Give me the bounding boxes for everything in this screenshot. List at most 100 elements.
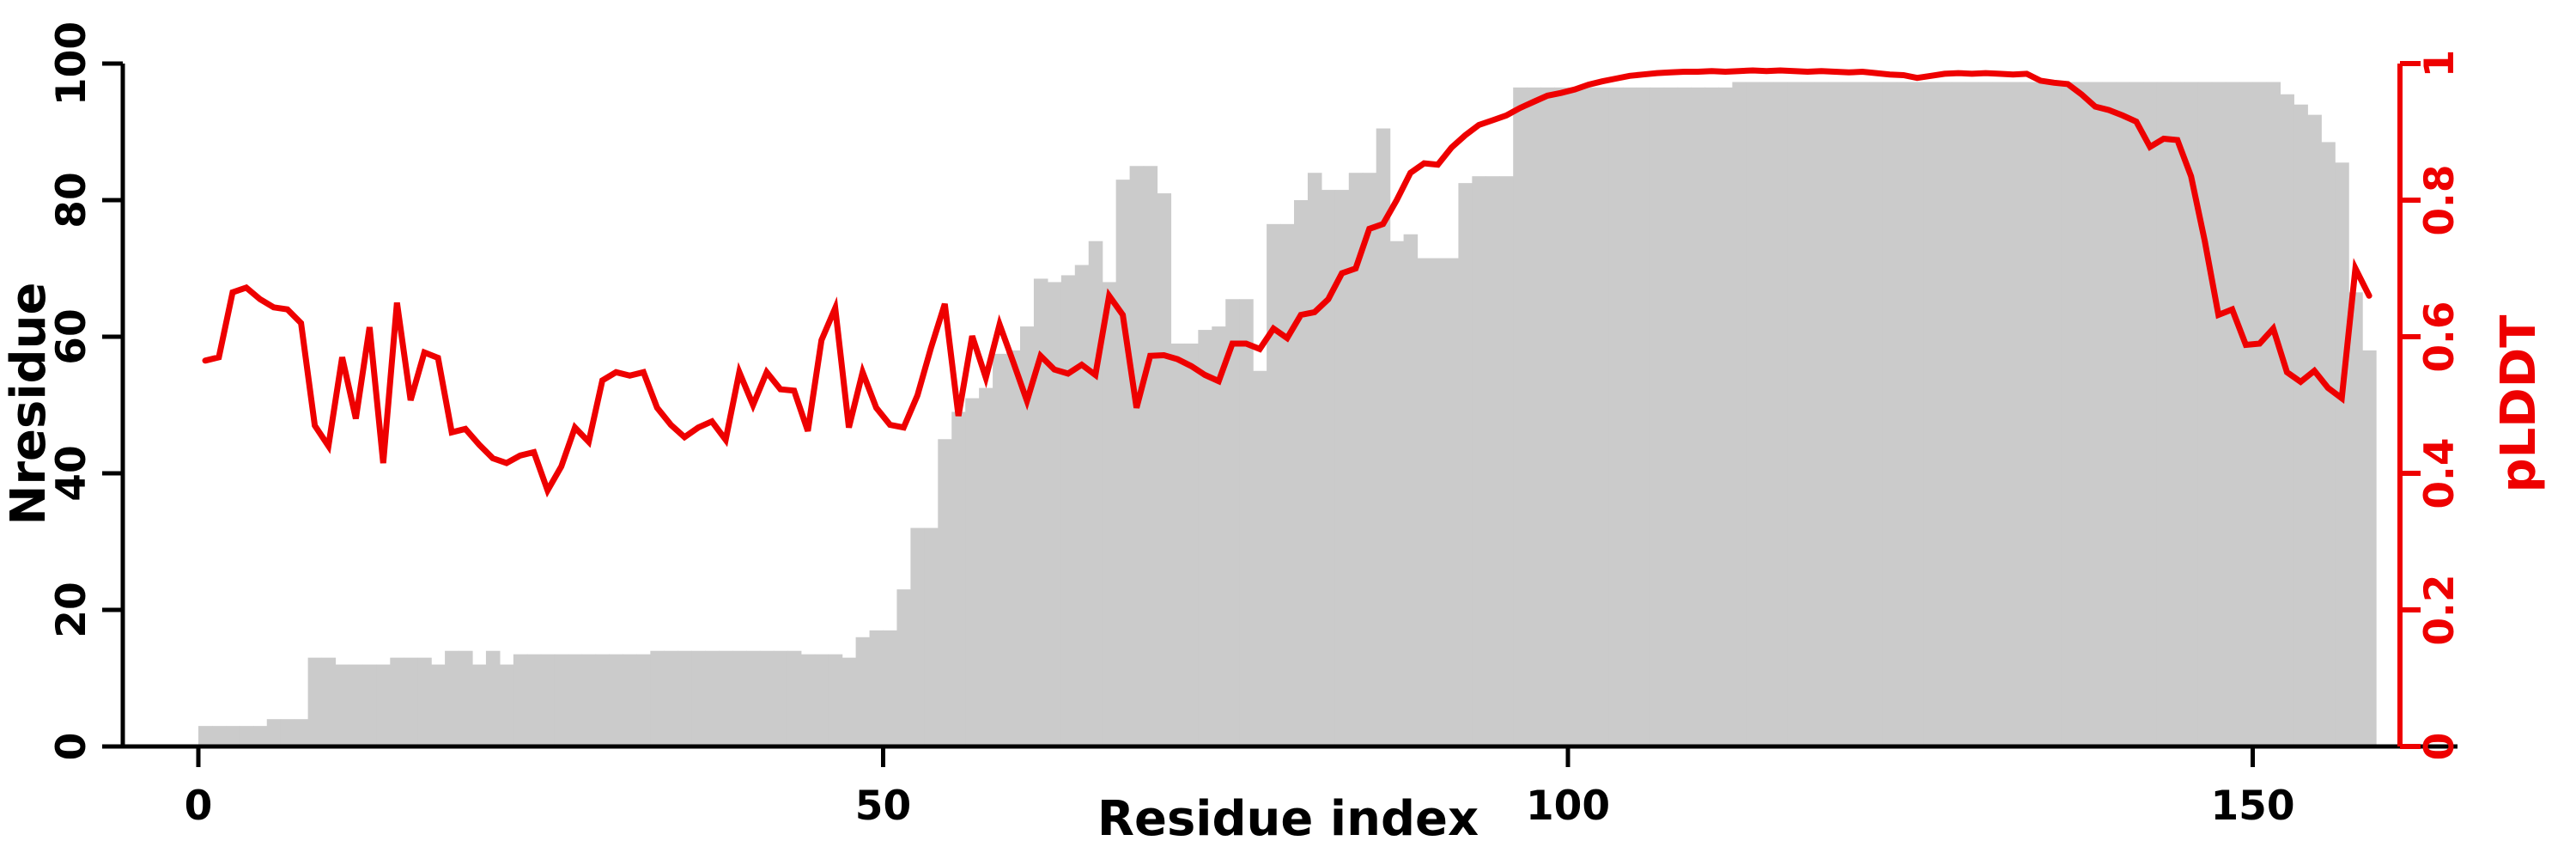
bar (1677, 87, 1692, 746)
bar (2335, 162, 2349, 746)
bar (307, 657, 323, 746)
bar (1170, 343, 1185, 746)
bar (1704, 87, 1720, 746)
x-tick-label: 0 (185, 783, 213, 830)
y-right-tick-label: 0.8 (2416, 164, 2464, 235)
bar (2047, 82, 2062, 747)
bar (1334, 190, 1350, 746)
x-axis-title: Residue index (1097, 791, 1479, 847)
bar (2197, 82, 2213, 747)
x-tick-label: 50 (855, 783, 911, 830)
bar (1006, 350, 1021, 746)
bar (1923, 82, 1939, 747)
bar (2061, 82, 2075, 747)
bar (2129, 82, 2144, 747)
bar (595, 654, 611, 746)
bar (1115, 180, 1131, 746)
x-tick-label: 100 (1526, 783, 1610, 830)
bar (1527, 87, 1541, 746)
bar (1691, 87, 1706, 746)
bar (1746, 82, 1760, 747)
nresidue-bars (198, 82, 2377, 747)
bar (2239, 82, 2254, 747)
bar (2142, 82, 2158, 747)
bar (2033, 82, 2048, 747)
bar (1636, 87, 1651, 746)
bar (1444, 258, 1459, 746)
bar (746, 650, 761, 746)
bar (1842, 82, 1856, 747)
bar (800, 654, 816, 746)
bar (2020, 82, 2034, 747)
bar (2307, 114, 2322, 747)
bar (1143, 166, 1158, 746)
bar (2006, 82, 2020, 747)
bar (650, 650, 665, 746)
y-right-tick-label: 0.6 (2416, 301, 2464, 372)
bar (1212, 326, 1226, 746)
bar (705, 650, 720, 746)
bar (1608, 87, 1624, 746)
bar (1978, 82, 1994, 747)
bar (1965, 82, 1980, 747)
bar (1663, 87, 1679, 746)
bar (1868, 82, 1884, 747)
bar (321, 657, 337, 746)
bar (1280, 223, 1295, 746)
bar (211, 726, 227, 746)
bar (993, 353, 1007, 747)
bar (732, 650, 747, 746)
bar (1458, 183, 1473, 747)
bar (404, 657, 418, 746)
bar (540, 654, 556, 746)
bar (1020, 326, 1035, 746)
bar (1253, 370, 1267, 746)
bar (951, 411, 966, 746)
bar (1294, 200, 1309, 746)
bar (1896, 82, 1911, 747)
bar (1102, 282, 1117, 746)
bar (2211, 82, 2227, 747)
bar (2280, 94, 2294, 746)
bar (335, 664, 350, 746)
bar (1417, 258, 1432, 746)
bar (1239, 299, 1254, 746)
bar (1472, 176, 1486, 747)
bar (1759, 82, 1774, 747)
y-right-tick-label: 0.2 (2416, 574, 2464, 645)
bar (719, 650, 733, 746)
y-left-tick-label: 80 (48, 172, 95, 228)
bar (1129, 166, 1145, 746)
bar (1389, 241, 1405, 746)
bar (1718, 87, 1733, 746)
bar (1033, 278, 1048, 746)
bar (431, 664, 446, 746)
bar (581, 654, 597, 746)
bar (1595, 87, 1610, 746)
bar (2088, 82, 2103, 747)
y-left-tick-label: 60 (48, 308, 95, 364)
y-right-tick-label: 0 (2416, 733, 2464, 761)
bar (376, 664, 391, 746)
bar (636, 654, 651, 746)
bar (2362, 350, 2377, 746)
bar (623, 654, 637, 746)
plddt-polyline (202, 67, 2372, 498)
bar (1581, 87, 1596, 746)
bar (1485, 176, 1500, 747)
bar (1787, 82, 1801, 747)
bar (855, 637, 871, 746)
bar (459, 650, 473, 746)
bar (239, 726, 254, 746)
bar (2170, 82, 2185, 747)
bar (499, 664, 514, 746)
bar (1801, 82, 1815, 747)
bar (691, 650, 706, 746)
bar (910, 527, 925, 746)
bar (1047, 282, 1062, 746)
bar (828, 654, 843, 746)
bar (2266, 82, 2281, 747)
bar (677, 650, 692, 746)
plddt-line (202, 67, 2372, 498)
